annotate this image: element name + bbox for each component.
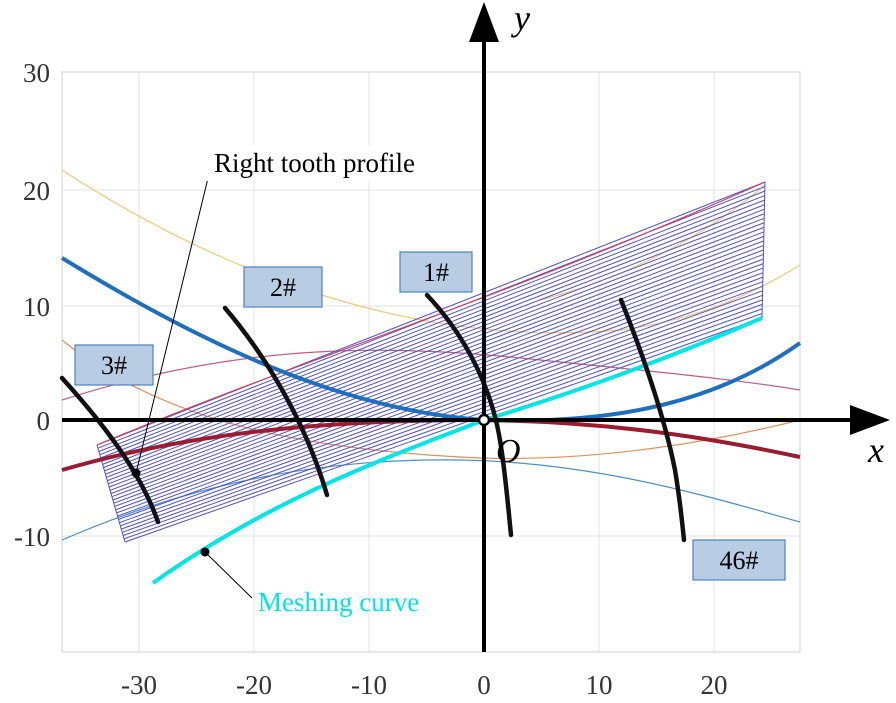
y-axis-name: y — [511, 0, 530, 38]
tag-46: 46# — [692, 539, 786, 581]
y-axis-arrow — [469, 2, 499, 42]
hatch-line — [100, 199, 765, 459]
hatch-line — [109, 245, 764, 491]
hatched-contact-region — [96, 181, 766, 543]
tooth-profile-2 — [222, 305, 330, 498]
tag-46-label: 46# — [720, 546, 759, 575]
x-tick-label: -20 — [236, 670, 272, 700]
plot-frame — [61, 71, 801, 653]
hatch-line — [99, 195, 765, 456]
hatch-line — [112, 258, 764, 501]
tag-3: 3# — [74, 344, 154, 386]
hatch-line — [115, 272, 764, 511]
hatch-line — [116, 276, 764, 514]
hatch-line — [113, 263, 764, 504]
x-tick-label: 0 — [477, 670, 491, 700]
hatch-line — [118, 285, 763, 520]
hatch-border-top — [96, 181, 766, 446]
tooth-profile-1 — [424, 292, 514, 538]
hatch-line — [103, 213, 765, 469]
hatch-line — [104, 217, 765, 472]
hatch-line — [108, 240, 764, 488]
hatch-line — [108, 235, 764, 485]
y-tick-label: 30 — [23, 58, 50, 88]
tag-2: 2# — [243, 266, 323, 308]
x-tick-label: -10 — [351, 670, 387, 700]
tag-1-label: 1# — [423, 258, 449, 287]
y-tick-label: 20 — [23, 176, 50, 206]
y-tick-label: 0 — [37, 406, 51, 436]
right-tooth-profile-label: Right tooth profile — [214, 148, 415, 178]
hatch-line — [110, 249, 764, 494]
y-tick-label: -10 — [14, 522, 50, 552]
right-tooth-profile-annotation: Right tooth profile — [131, 145, 474, 478]
origin-marker — [477, 413, 491, 427]
hatch-line — [119, 290, 763, 524]
x-axis-name: x — [867, 430, 884, 470]
tag-3-label: 3# — [101, 351, 127, 380]
hatch-line — [120, 294, 763, 527]
hatch-line — [98, 190, 765, 452]
hatch-line — [107, 231, 765, 482]
hatch-line — [105, 222, 765, 475]
x-axis-arrow — [850, 405, 890, 435]
tag-1: 1# — [399, 251, 473, 293]
tooth-profile-46 — [618, 297, 687, 543]
x-tick-label: 20 — [701, 670, 728, 700]
x-tick-label: -30 — [121, 670, 157, 700]
hatch-line — [123, 313, 763, 540]
tag-2-label: 2# — [270, 273, 296, 302]
meshing-curve-annotation: Meshing curve — [200, 547, 419, 617]
meshing-curve-label: Meshing curve — [258, 587, 419, 617]
hatch-line — [124, 317, 763, 543]
axes — [62, 30, 860, 652]
thin-pink-curve — [61, 349, 801, 401]
tooth-profile-3 — [59, 375, 161, 525]
x-tick-label: 10 — [586, 670, 613, 700]
hatch-line — [114, 267, 764, 507]
tooth-profiles — [59, 292, 687, 543]
origin-label: O — [496, 433, 521, 470]
hatch-line — [117, 281, 763, 517]
dark-red-curve — [61, 417, 801, 472]
hatch-line — [111, 254, 764, 498]
y-tick-label: 10 — [23, 292, 50, 322]
